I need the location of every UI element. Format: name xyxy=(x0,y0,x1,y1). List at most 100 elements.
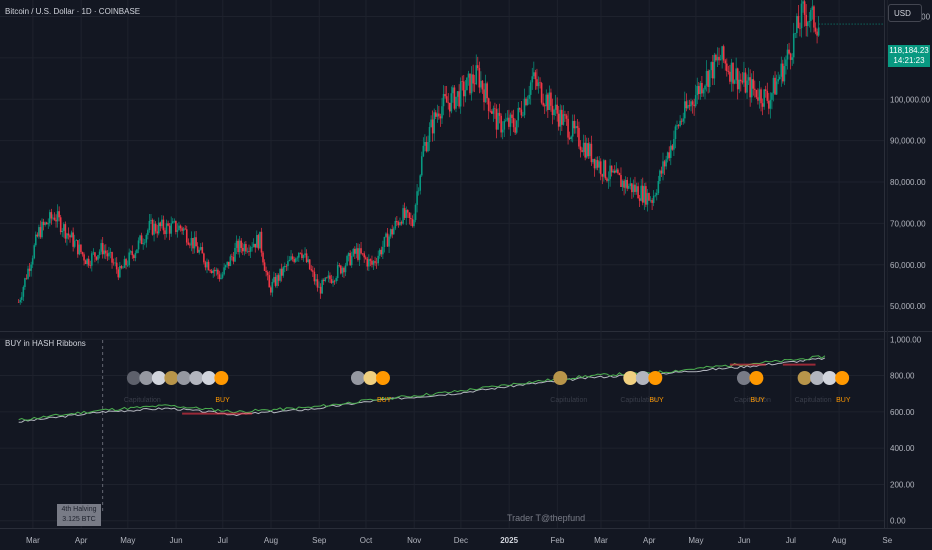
signal-circle xyxy=(635,371,650,385)
candle-body xyxy=(313,271,316,282)
candle-body xyxy=(147,230,149,235)
currency-button[interactable]: USD xyxy=(888,4,922,22)
symbol-title: Bitcoin / U.S. Dollar · 1D · COINBASE xyxy=(5,7,141,16)
candle-body xyxy=(585,143,588,158)
candle-body xyxy=(382,246,384,255)
candle-body xyxy=(245,244,247,252)
time-axis-label: Mar xyxy=(594,536,608,545)
candle-body xyxy=(436,113,439,117)
candle-body xyxy=(294,258,297,262)
candle-body xyxy=(87,258,90,266)
candle-body xyxy=(646,193,649,205)
candle-body xyxy=(83,254,85,261)
candle-body xyxy=(774,77,776,95)
candle-body xyxy=(806,22,809,26)
candle-body xyxy=(736,68,739,90)
signal-circle xyxy=(835,371,850,385)
candle-body xyxy=(511,114,513,118)
candle-body xyxy=(599,161,602,175)
candle-body xyxy=(649,200,652,201)
candle-body xyxy=(173,220,176,222)
candle-body xyxy=(321,279,323,294)
candle-body xyxy=(771,93,773,100)
time-axis-label: Jul xyxy=(218,536,228,545)
signal-circle xyxy=(201,371,216,385)
candle-body xyxy=(241,247,244,252)
candle-body xyxy=(47,223,50,225)
candle-body xyxy=(101,243,104,255)
candle-body xyxy=(112,262,115,264)
candle-body xyxy=(335,278,337,282)
candle-body xyxy=(157,222,160,234)
candle-body xyxy=(582,142,585,152)
candle-body xyxy=(78,244,81,255)
candle-body xyxy=(505,120,507,122)
candle-body xyxy=(20,296,23,300)
candle-body xyxy=(361,253,364,254)
candle-body xyxy=(265,270,267,273)
candle-body xyxy=(266,272,269,276)
candle-body xyxy=(340,265,342,274)
candle-body xyxy=(802,1,804,4)
halving-label: 4th Halving 3.125 BTC xyxy=(57,504,101,526)
candle-body xyxy=(84,260,87,265)
candle-body xyxy=(559,109,562,127)
candle-body xyxy=(688,105,691,107)
candle-body xyxy=(369,259,372,261)
candle-body xyxy=(712,62,714,79)
candle-body xyxy=(73,240,76,247)
candle-body xyxy=(327,275,330,278)
signal-circle xyxy=(375,371,390,385)
candle-body xyxy=(388,236,390,247)
candle-body xyxy=(368,259,370,267)
candle-body xyxy=(156,231,158,234)
candle-body xyxy=(738,79,741,90)
candle-body xyxy=(326,277,328,279)
capitulation-signal-label: Capitulation xyxy=(123,397,161,404)
candle-body xyxy=(601,174,604,177)
candle-body xyxy=(179,225,182,229)
candle-body xyxy=(81,252,84,255)
candle-body xyxy=(575,126,577,129)
candle-body xyxy=(648,193,650,201)
candle-body xyxy=(50,212,53,219)
candle-body xyxy=(669,145,672,158)
candle-body xyxy=(763,89,765,107)
candle-body xyxy=(702,89,705,94)
candle-body xyxy=(69,235,71,238)
candle-body xyxy=(673,139,675,150)
bar-countdown: 14:21:23 xyxy=(893,56,925,65)
candle-body xyxy=(596,160,599,168)
candle-body xyxy=(31,258,34,265)
candle-body xyxy=(683,101,686,119)
candle-body xyxy=(484,83,487,103)
candle-body xyxy=(375,262,378,264)
candle-body xyxy=(533,72,535,77)
candle-body xyxy=(626,179,629,189)
candle-body xyxy=(354,248,356,254)
candle-body xyxy=(293,259,295,262)
candle-body xyxy=(396,221,398,223)
candle-body xyxy=(813,6,815,28)
candle-body xyxy=(419,175,422,191)
candle-body xyxy=(799,28,801,29)
candle-body xyxy=(30,264,32,271)
candle-body xyxy=(406,210,409,213)
candle-body xyxy=(280,268,283,276)
candle-body xyxy=(165,223,168,235)
candle-body xyxy=(810,9,812,21)
candle-body xyxy=(243,244,246,252)
candle-body xyxy=(671,145,674,150)
indicator-title[interactable]: BUY in HASH Ribbons xyxy=(5,339,86,348)
time-axis-label: May xyxy=(120,536,135,545)
candle-body xyxy=(526,98,529,105)
candle-body xyxy=(310,269,313,271)
time-axis-label: Apr xyxy=(75,536,88,545)
signal-circle xyxy=(736,371,751,385)
candle-body xyxy=(305,253,308,263)
candle-body xyxy=(33,245,36,259)
candle-body xyxy=(697,86,700,95)
candle-body xyxy=(307,259,309,263)
candle-body xyxy=(63,224,65,231)
